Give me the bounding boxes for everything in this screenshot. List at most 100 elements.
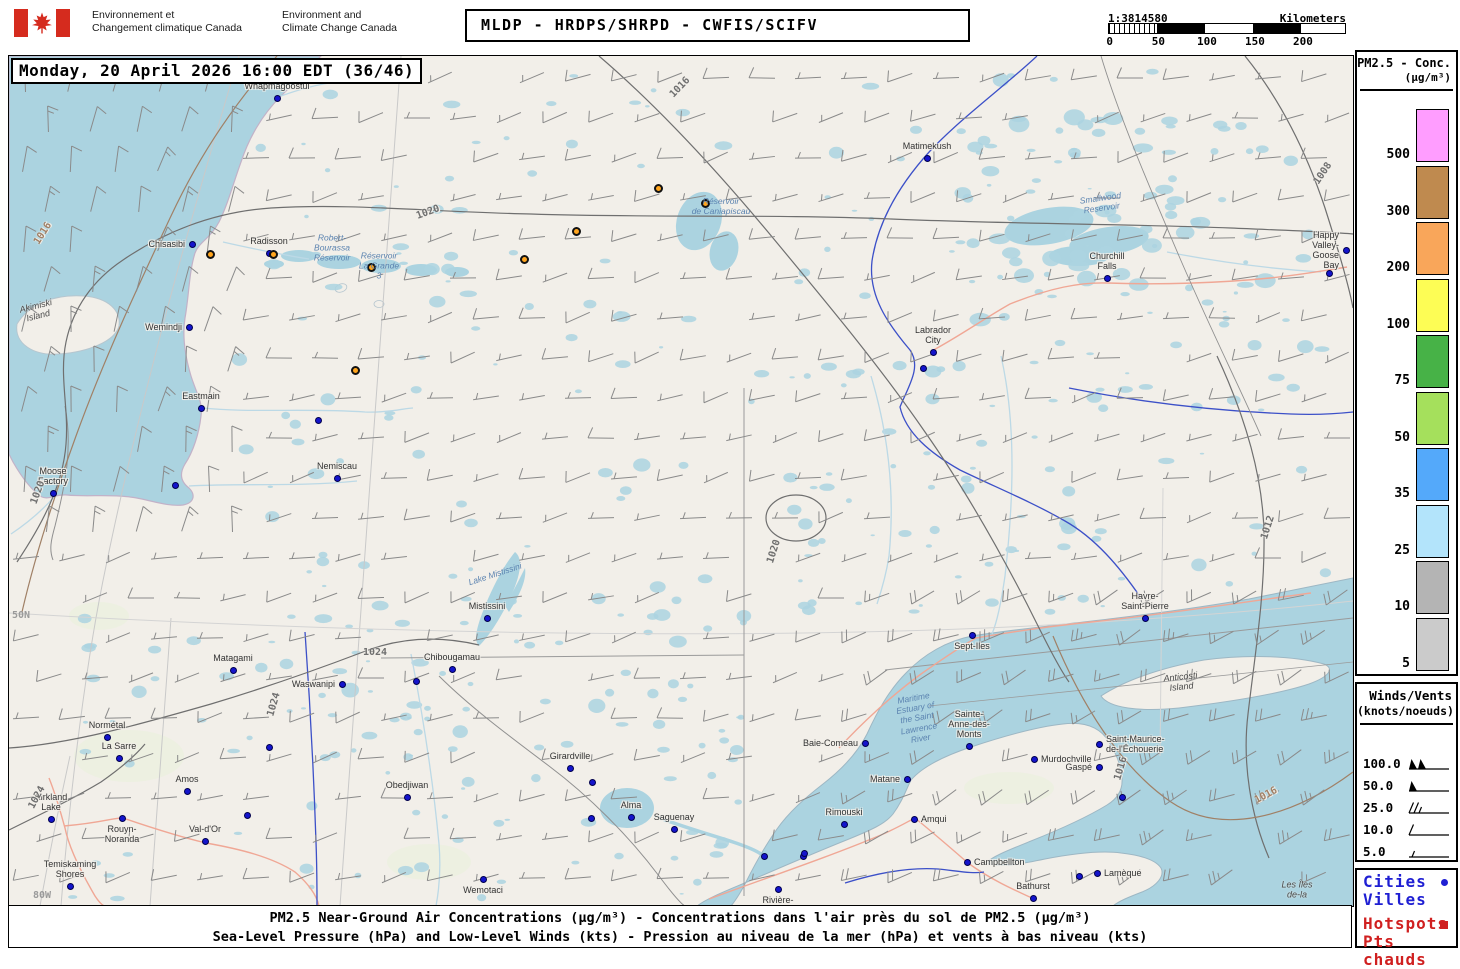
caption-line-1: PM2.5 Near-Ground Air Concentrations (µg… [9, 909, 1351, 928]
hotspot-marker [206, 250, 215, 259]
city-dot [449, 666, 456, 673]
city-label: Waswanipi [292, 679, 335, 689]
pm25-bin-label: 25 [1394, 543, 1410, 558]
city-dot [116, 755, 123, 762]
city-dot [1343, 247, 1350, 254]
hotspot-square-icon [1440, 921, 1448, 929]
city-label: Val-d'Or [189, 824, 221, 834]
pm25-bin-label: 5 [1402, 656, 1410, 671]
city-dot [67, 883, 74, 890]
city-label: Bathurst [1016, 881, 1050, 891]
pm25-bin-label: 35 [1394, 486, 1410, 501]
city-dot [274, 95, 281, 102]
city-label: Churchill Falls [1089, 251, 1124, 271]
wind-speed-row: 5.0 [1357, 842, 1456, 862]
city-dot [911, 816, 918, 823]
wind-barb-icon [1406, 820, 1452, 838]
scale-segment [1301, 24, 1345, 33]
city-label: Sainte- Anne-des- Monts [948, 709, 990, 739]
pm25-bin-swatch [1416, 279, 1449, 332]
city-label: Eastmain [182, 391, 220, 401]
pm25-bin-label: 300 [1387, 204, 1410, 219]
city-dot [480, 876, 487, 883]
city-label: Nemiscau [317, 461, 357, 471]
pm25-bin-swatch [1416, 335, 1449, 388]
pm25-bin-swatch [1416, 448, 1449, 501]
isobar-label: 1024 [363, 647, 387, 658]
city-dot [628, 814, 635, 821]
city-label: Chisasibi [148, 239, 185, 249]
city-label: Rouyn- Noranda [105, 824, 140, 844]
city-dot [589, 779, 596, 786]
city-dot [966, 743, 973, 750]
canada-flag-icon [14, 9, 70, 37]
pm25-bin-label: 10 [1394, 599, 1410, 614]
city-dot [567, 765, 574, 772]
cities-legend-fr: Villes [1363, 891, 1450, 909]
scale-segment [1109, 24, 1157, 33]
city-dot [841, 821, 848, 828]
water-body-label: Réservoir La Grande 3 [359, 251, 399, 282]
city-dot [588, 815, 595, 822]
city-dot [1326, 270, 1333, 277]
pm25-bin-swatch [1416, 505, 1449, 558]
wind-speed-label: 100.0 [1363, 756, 1401, 771]
timestamp: Monday, 20 April 2026 16:00 EDT (36/46) [11, 58, 422, 84]
city-label: Girardville [550, 751, 591, 761]
city-dot [119, 815, 126, 822]
legend-divider [1360, 89, 1453, 91]
wind-barb-icon [1406, 798, 1452, 816]
city-dot [172, 482, 179, 489]
city-label: Saguenay [654, 812, 695, 822]
city-dot [198, 405, 205, 412]
city-label: Sept-Iles [954, 641, 990, 651]
city-dot [1119, 794, 1126, 801]
map-title: MLDP - HRDPS/SHRPD - CWFIS/SCIFV [465, 9, 970, 42]
city-label: Saint-Maurice- de-l'Échouerie [1106, 734, 1165, 754]
pm25-bin-label: 75 [1394, 373, 1410, 388]
city-dot-icon [1441, 879, 1448, 886]
wind-speed-label: 50.0 [1363, 778, 1393, 793]
pm25-bin-label: 200 [1387, 260, 1410, 275]
city-label: Chibougamau [424, 652, 480, 662]
scale-tick: 100 [1197, 35, 1217, 48]
city-label: Alma [621, 800, 642, 810]
pm25-bin-label: 50 [1394, 430, 1410, 445]
city-dot [230, 667, 237, 674]
city-label: Rimouski [825, 807, 862, 817]
island-label: Les Îles de-la [1281, 880, 1312, 901]
winds-legend-units: (knots/noeuds) [1357, 703, 1456, 718]
city-dot [339, 681, 346, 688]
city-label: Matagami [213, 653, 253, 663]
city-label: Wemindji [145, 322, 182, 332]
scale-tick: 150 [1245, 35, 1265, 48]
city-label: Gaspé [1065, 762, 1092, 772]
city-label: Temiskaming Shores [44, 859, 97, 879]
city-label: Obedjiwan [386, 780, 429, 790]
city-dot [315, 417, 322, 424]
city-label: La Sarre [102, 741, 137, 751]
city-dot [924, 155, 931, 162]
scale-bar-segments [1108, 23, 1346, 34]
city-dot [930, 349, 937, 356]
city-dot [50, 490, 57, 497]
city-dot [964, 859, 971, 866]
city-label: Labrador City [915, 325, 951, 345]
city-label: Amqui [921, 814, 947, 824]
graticule-label: 50N [12, 610, 30, 621]
hotspot-marker [654, 184, 663, 193]
hotspot-marker [351, 366, 360, 375]
city-dot [801, 850, 808, 857]
wind-speed-row: 100.0 [1357, 754, 1456, 774]
wind-speed-row: 10.0 [1357, 820, 1456, 840]
city-dot [244, 812, 251, 819]
city-dot [189, 241, 196, 248]
island-label: Anticosti Island [1163, 670, 1199, 694]
city-dot [484, 615, 491, 622]
